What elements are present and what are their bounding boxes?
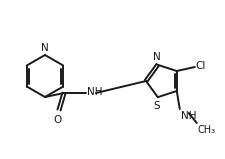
Text: CH₃: CH₃ xyxy=(197,125,215,135)
Text: S: S xyxy=(153,101,159,111)
Text: NH: NH xyxy=(180,111,195,121)
Text: NH: NH xyxy=(87,87,102,97)
Text: N: N xyxy=(152,52,160,62)
Text: O: O xyxy=(54,115,62,125)
Text: Cl: Cl xyxy=(195,61,205,71)
Text: N: N xyxy=(41,43,49,53)
